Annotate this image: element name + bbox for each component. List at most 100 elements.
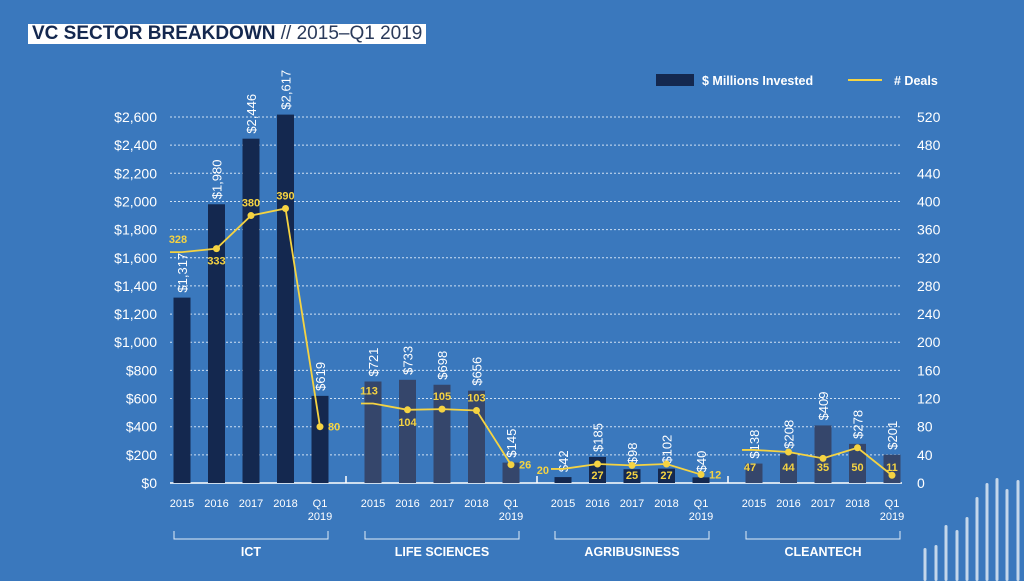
bar	[277, 114, 294, 483]
deals-value-label: 27	[591, 470, 603, 482]
deals-value-label: 47	[744, 462, 756, 474]
x-tick-label: 2015	[742, 498, 766, 510]
x-tick-label: 2018	[273, 498, 297, 510]
bar-value-label: $278	[851, 410, 866, 439]
left-tick-label: $800	[126, 362, 157, 378]
bar-value-label: $102	[660, 435, 675, 464]
bar	[502, 462, 520, 483]
right-tick-label: 240	[917, 306, 941, 322]
right-tick-label: 440	[917, 165, 941, 181]
deals-value-label: 328	[169, 234, 187, 246]
deals-point	[507, 461, 515, 469]
bar-value-label: $619	[313, 362, 328, 391]
bar	[242, 138, 260, 483]
deals-point	[438, 405, 446, 413]
bar	[208, 204, 225, 483]
deals-point	[819, 454, 827, 462]
group-label: CLEANTECH	[784, 545, 861, 559]
bar	[173, 297, 191, 483]
decorative-bar	[955, 530, 959, 581]
deals-value-label: 27	[660, 470, 672, 482]
bar	[692, 477, 710, 483]
left-tick-label: $2,000	[114, 193, 157, 209]
bar-value-label: $721	[366, 348, 381, 377]
bar-value-label: $201	[885, 421, 900, 450]
left-tick-label: $600	[126, 391, 157, 407]
legend-bar-label: $ Millions Invested	[702, 74, 813, 88]
deals-value-label: 35	[817, 462, 829, 474]
decorative-bar	[975, 497, 979, 581]
bar-value-label: $40	[694, 451, 709, 473]
x-tick-label: 2015	[551, 498, 575, 510]
title-subtitle: // 2015–Q1 2019	[275, 23, 423, 44]
group-bracket	[364, 531, 520, 540]
x-tick-label: 2015	[170, 498, 194, 510]
left-tick-label: $2,400	[114, 137, 157, 153]
deals-point	[854, 444, 861, 452]
bar	[658, 468, 675, 483]
bar-value-label: $98	[625, 443, 640, 465]
left-tick-label: $400	[126, 419, 157, 435]
deals-point	[888, 471, 896, 479]
x-tick-label: Q1	[885, 498, 900, 510]
deals-line	[551, 463, 702, 476]
bar-value-label: $208	[782, 420, 797, 449]
bar-value-label: $2,446	[244, 94, 259, 134]
right-tick-label: 0	[917, 475, 925, 491]
x-tick-label: 2017	[430, 498, 454, 510]
left-tick-label: $1,400	[114, 278, 157, 294]
bar-value-label: $42	[556, 450, 571, 472]
bar-value-label: $656	[470, 357, 485, 386]
bar-value-label: $1,317	[175, 253, 190, 293]
deals-point	[785, 448, 792, 456]
left-tick-label: $1,000	[114, 334, 157, 350]
x-tick-label: Q1	[694, 498, 709, 510]
legend-line-label: # Deals	[894, 74, 938, 88]
deals-line	[170, 207, 321, 427]
x-tick-label: 2017	[620, 498, 644, 510]
x-tick-label: 2015	[361, 498, 385, 510]
x-tick-label: 2016	[395, 498, 419, 510]
x-tick-label: 2018	[654, 498, 678, 510]
bar	[849, 443, 866, 483]
x-tick-label: 2016	[585, 498, 609, 510]
deals-point	[404, 406, 411, 414]
bar	[468, 390, 485, 483]
bar	[745, 463, 763, 483]
bar	[311, 395, 329, 483]
deals-point	[247, 212, 255, 220]
deals-value-label: 390	[276, 191, 294, 203]
right-tick-label: 40	[917, 447, 933, 463]
left-tick-label: $1,800	[114, 222, 157, 238]
right-tick-label: 160	[917, 362, 941, 378]
decorative-bar	[1016, 480, 1020, 581]
title-main: VC SECTOR BREAKDOWN	[32, 23, 276, 44]
deals-line	[742, 446, 893, 476]
bar-value-label: $138	[747, 430, 762, 459]
right-tick-label: 360	[917, 222, 941, 238]
decorative-bar	[995, 478, 999, 581]
deals-line	[361, 402, 512, 466]
bar	[814, 425, 832, 483]
bar	[554, 477, 572, 483]
left-tick-label: $2,600	[114, 109, 157, 125]
left-tick-label: $1,200	[114, 306, 157, 322]
right-tick-label: 80	[917, 419, 933, 435]
deals-point	[628, 461, 636, 469]
left-tick-label: $0	[141, 475, 157, 491]
right-tick-label: 280	[917, 278, 941, 294]
deals-value-label: 26	[519, 460, 531, 472]
bar-value-label: $2,617	[279, 70, 294, 110]
right-tick-label: 200	[917, 334, 941, 350]
deals-point	[663, 460, 670, 468]
x-tick-label: 2019	[880, 511, 904, 523]
deals-point	[213, 245, 220, 253]
deals-point	[316, 423, 324, 431]
bar	[623, 469, 641, 483]
x-tick-label: Q1	[504, 498, 519, 510]
x-tick-label: 2018	[845, 498, 869, 510]
deals-value-label: 103	[467, 393, 485, 405]
bar	[883, 454, 901, 483]
group-label: AGRIBUSINESS	[584, 545, 679, 559]
